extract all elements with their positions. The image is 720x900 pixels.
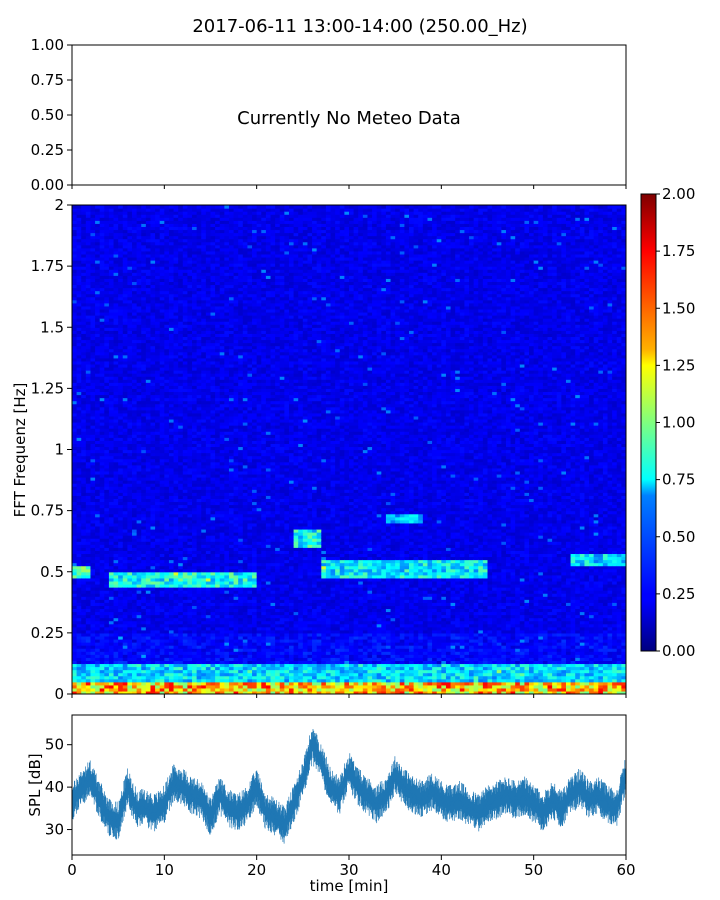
spectrogram-cell (164, 205, 169, 209)
meteo-panel: Currently No Meteo Data 0.00 0.25 0.50 0.75… (31, 36, 626, 194)
spectrogram-cell (137, 205, 142, 209)
meteo-y-tick-label: 0.00 (31, 176, 64, 194)
meteo-message: Currently No Meteo Data (237, 108, 461, 129)
spectrogram-cell (197, 205, 202, 209)
spectrogram-cell (114, 205, 119, 209)
spectrogram-cell (100, 205, 105, 209)
spectrogram-cell (118, 205, 123, 209)
spectrogram-cell (160, 205, 165, 209)
spectrogram-cell (187, 205, 192, 209)
spectrogram-cell (104, 205, 109, 209)
spectrogram-cell (72, 205, 77, 209)
spectrogram-cell (201, 205, 206, 209)
spectrogram-cell (192, 205, 197, 209)
spectrogram-cell (174, 205, 179, 209)
spectrogram-cell (86, 205, 91, 209)
spectrogram-cell (211, 205, 216, 209)
spectrogram-cell (132, 205, 137, 209)
meteo-y-tick-label: 1.00 (31, 36, 64, 54)
spectrogram-cell (123, 205, 128, 209)
meteo-y-tick-label: 0.50 (31, 106, 64, 124)
figure-title: 2017-06-11 13:00-14:00 (250.00_Hz) (192, 16, 527, 37)
spectrogram-cell (141, 205, 146, 209)
spectrogram-cell (183, 205, 188, 209)
spectrogram-cell (146, 205, 151, 209)
spectrogram-cell (95, 205, 100, 209)
spectrogram-cell (155, 205, 160, 209)
spectrogram-cell (90, 205, 95, 209)
spectrogram-cell (81, 205, 86, 209)
spectrogram-cell (77, 205, 82, 209)
meteo-x-axis (72, 185, 626, 189)
spectrogram-cell (109, 205, 114, 209)
meteo-y-axis: 0.00 0.25 0.50 0.75 1.00 (31, 36, 72, 194)
spectrogram-cell (150, 205, 155, 209)
meteo-y-tick-label: 0.75 (31, 71, 64, 89)
spectrogram-cell (169, 205, 174, 209)
spectrogram-cell (178, 205, 183, 209)
spectrogram-cell (206, 205, 211, 209)
spectrogram-cell (127, 205, 132, 209)
meteo-y-tick-label: 0.25 (31, 141, 64, 159)
spectrogram-heatmap (72, 205, 627, 695)
